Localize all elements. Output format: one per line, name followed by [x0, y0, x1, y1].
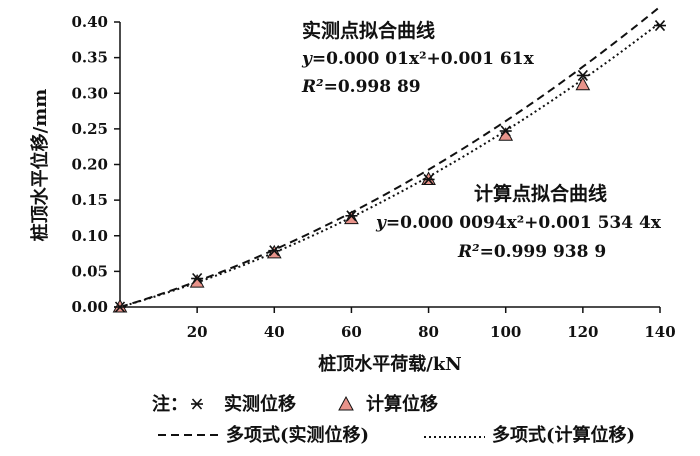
legend-calculated-marker — [338, 395, 354, 411]
fit-curve-measured — [119, 5, 661, 308]
fit-curves — [119, 5, 661, 308]
measured-point — [654, 20, 666, 32]
y-tick-label: 0.10 — [71, 227, 108, 245]
measured-point — [422, 173, 435, 185]
y-tick-label: 0.00 — [71, 298, 108, 316]
measured-point — [576, 69, 589, 81]
legend-measured-label: 实测位移 — [224, 393, 296, 415]
y-tick-label: 0.35 — [71, 49, 108, 67]
y-tick-label: 0.25 — [71, 120, 108, 138]
measured-point — [114, 301, 126, 313]
annotation-measured-r2: R²=0.998 89 — [301, 77, 421, 97]
annotation-measured-equation: y=0.000 01x²+0.001 61x — [301, 49, 535, 69]
annotation-measured: 实测点拟合曲线 y=0.000 01x²+0.001 61x R²=0.998 … — [301, 19, 535, 97]
legend: 注： 实测位移 计算位移 多项式(实测位移) 多项式(计算位移) — [152, 393, 635, 446]
fit-curve-calculated — [119, 21, 661, 308]
calculated-point — [344, 210, 359, 225]
y-axis-title: 桩顶水平位移/mm — [29, 89, 51, 242]
data-points — [112, 20, 666, 313]
x-tick-label: 80 — [418, 323, 439, 341]
x-axis-title: 桩顶水平荷载/kN — [318, 353, 462, 375]
x-tick-label: 60 — [341, 323, 362, 341]
annotation-calculated-title: 计算点拟合曲线 — [474, 182, 607, 205]
y-tick-label: 0.05 — [71, 262, 108, 280]
measured-point — [268, 245, 281, 257]
annotation-calculated-equation: y=0.000 0094x²+0.001 534 4x — [375, 213, 662, 233]
y-ticks: 0.00 0.05 0.10 0.15 0.20 0.25 0.30 0.35 0.40 — [71, 13, 120, 316]
x-tick-label: 40 — [264, 323, 285, 341]
y-tick-label: 0.40 — [71, 13, 108, 31]
annotation-measured-title: 实测点拟合曲线 — [302, 19, 435, 42]
calculated-point — [575, 76, 591, 91]
x-tick-label: 120 — [567, 323, 598, 341]
annotation-calculated-r2: R²=0.999 938 9 — [457, 242, 606, 262]
x-tick-label: 140 — [644, 323, 675, 341]
legend-measured-marker — [191, 398, 203, 410]
y-tick-label: 0.15 — [71, 191, 108, 209]
y-tick-label: 0.30 — [71, 84, 108, 102]
x-tick-label: 20 — [187, 323, 208, 341]
x-ticks: 20 40 60 80 100 120 140 — [187, 307, 676, 341]
y-tick-label: 0.20 — [71, 156, 108, 174]
x-tick-label: 100 — [490, 323, 521, 341]
legend-note-label: 注： — [152, 393, 188, 415]
annotation-calculated: 计算点拟合曲线 y=0.000 0094x²+0.001 534 4x R²=0… — [375, 182, 662, 262]
legend-fit-calculated-label: 多项式(计算位移) — [492, 424, 635, 446]
legend-fit-measured-label: 多项式(实测位移) — [226, 424, 369, 446]
legend-calculated-label: 计算位移 — [366, 393, 438, 415]
measured-point — [191, 272, 204, 285]
measured-point — [499, 125, 512, 137]
measured-point — [345, 210, 358, 222]
